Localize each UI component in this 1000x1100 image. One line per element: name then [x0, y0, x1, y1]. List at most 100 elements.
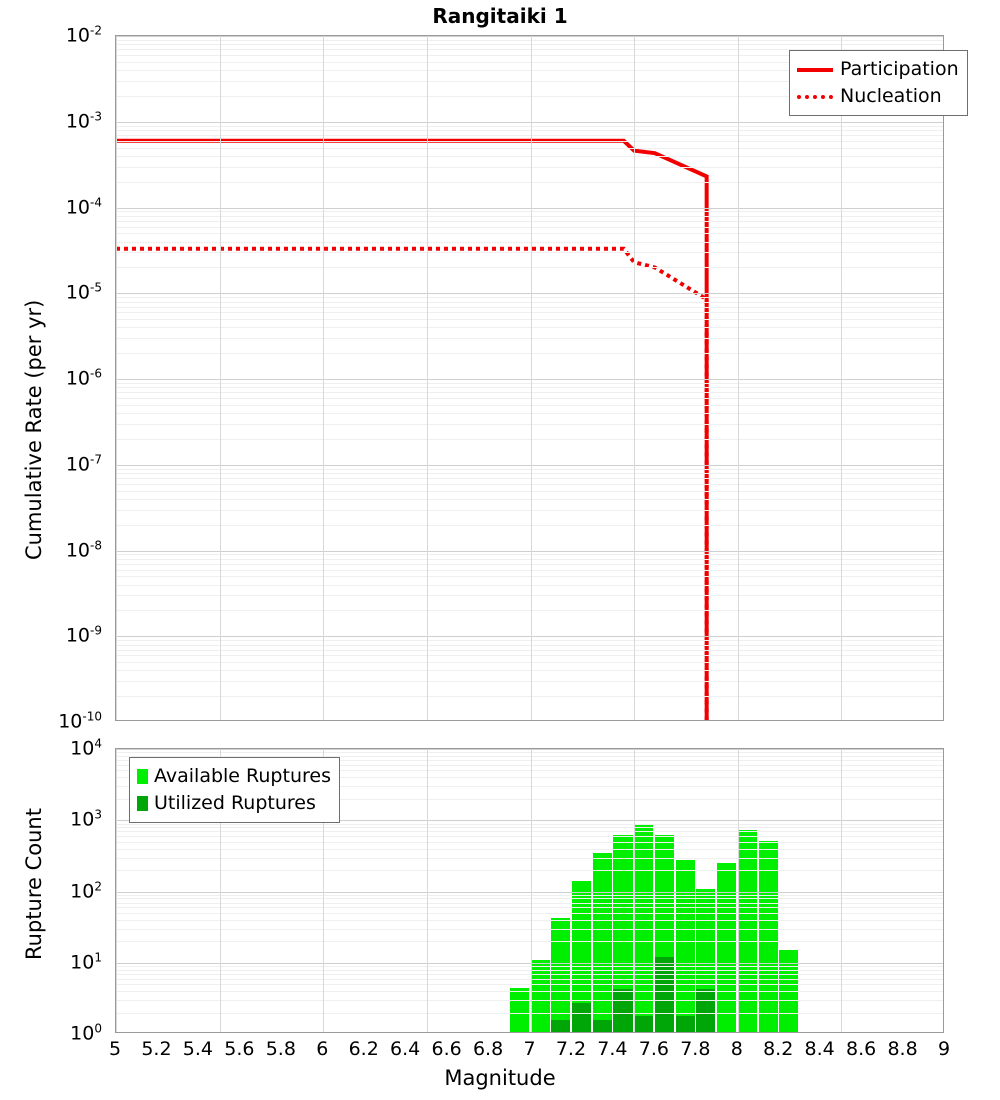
gridline-vertical — [634, 749, 635, 1032]
gridline-minor — [116, 182, 943, 183]
gridline-minor — [116, 439, 943, 440]
gridline-minor — [116, 576, 943, 577]
top-panel-legend: Participation Nucleation — [789, 50, 968, 116]
ytick-label: 10-2 — [65, 23, 102, 47]
gridline-minor — [116, 221, 943, 222]
gridline-vertical — [841, 749, 842, 1032]
gridline-minor — [116, 984, 943, 985]
gridline-minor — [116, 392, 943, 393]
gridline-minor — [116, 141, 943, 142]
gridline-minor — [116, 941, 943, 942]
gridline-minor — [116, 302, 943, 303]
utilized-ruptures-swatch-icon — [137, 796, 148, 811]
gridline-vertical — [116, 749, 117, 1032]
ytick-label: 100 — [70, 1021, 102, 1045]
gridline-minor — [116, 799, 943, 800]
gridline-minor — [116, 765, 943, 766]
bottom-panel-legend: Available Ruptures Utilized Ruptures — [129, 757, 340, 823]
gridline — [116, 892, 943, 893]
gridline-minor — [116, 44, 943, 45]
gridline-vertical — [220, 36, 221, 720]
gridline-minor — [116, 70, 943, 71]
gridline-minor — [116, 836, 943, 837]
ytick-label: 10-9 — [65, 623, 102, 647]
gridline-vertical — [531, 749, 532, 1032]
gridline-minor — [116, 756, 943, 757]
gridline-vertical — [531, 36, 532, 720]
xtick-label: 5.8 — [265, 1038, 296, 1060]
ytick-label: 10-4 — [65, 194, 102, 219]
gridline-minor — [116, 307, 943, 308]
gridline — [116, 820, 943, 821]
bar-utilized-ruptures — [551, 1019, 571, 1032]
x-axis-label: Magnitude — [444, 1066, 556, 1090]
bar-available-ruptures — [592, 852, 612, 1032]
xtick-label: 7.6 — [638, 1038, 669, 1060]
xtick-label: 6 — [316, 1038, 329, 1060]
xtick-label: 5 — [108, 1038, 122, 1060]
legend-label-utilized-ruptures: Utilized Ruptures — [154, 792, 316, 814]
bar-utilized-ruptures — [592, 1019, 612, 1032]
gridline-minor — [116, 849, 943, 850]
gridline-minor — [116, 570, 943, 571]
gridline-minor — [116, 327, 943, 328]
gridline-minor — [116, 760, 943, 761]
top-panel-ylabel: Cumulative Rate (per yr) — [22, 299, 46, 560]
xtick-label: 6.4 — [390, 1038, 421, 1060]
gridline-minor — [116, 156, 943, 157]
gridline-minor — [116, 913, 943, 914]
bar-available-ruptures — [551, 917, 571, 1032]
gridline-vertical — [841, 36, 842, 720]
gridline-minor — [116, 405, 943, 406]
gridline-minor — [116, 383, 943, 384]
gridline — [116, 551, 943, 552]
top-panel-ytick-labels: 10-2 10-3 10-4 10-5 10-6 10-7 10-8 10-9 10-10 — [0, 23, 110, 732]
xtick-label: 5.2 — [141, 1038, 172, 1060]
xtick-label: 7.4 — [597, 1038, 628, 1060]
participation-line-icon — [797, 67, 833, 72]
gridline-minor — [116, 126, 943, 127]
ytick-label: 104 — [70, 736, 102, 760]
gridline-minor — [116, 353, 943, 354]
gridline-minor — [116, 827, 943, 828]
gridline-minor — [116, 55, 943, 56]
gridline-minor — [116, 130, 943, 131]
bar-utilized-ruptures — [634, 1015, 654, 1032]
gridline-minor — [116, 319, 943, 320]
bottom-panel-ylabel: Rupture Count — [22, 808, 46, 960]
gridline-minor — [116, 831, 943, 832]
xtick-label: 6.2 — [348, 1038, 379, 1060]
gridline-minor — [116, 559, 943, 560]
gridline-minor — [116, 211, 943, 212]
gridline-minor — [116, 898, 943, 899]
gridline-minor — [116, 499, 943, 500]
xtick-label: 6.6 — [431, 1038, 462, 1060]
gridline-vertical — [323, 36, 324, 720]
bar-available-ruptures — [737, 829, 757, 1032]
legend-label-available-ruptures: Available Ruptures — [154, 765, 331, 787]
gridline-minor — [116, 966, 943, 967]
gridline-minor — [116, 777, 943, 778]
gridline-minor — [116, 920, 943, 921]
gridline-minor — [116, 525, 943, 526]
gridline-minor — [116, 478, 943, 479]
gridline-minor — [116, 297, 943, 298]
bar-utilized-ruptures — [572, 1003, 592, 1032]
gridline-minor — [116, 510, 943, 511]
xtick-label: 8 — [730, 1038, 743, 1060]
gridline-minor — [116, 491, 943, 492]
xtick-label: 8.4 — [804, 1038, 835, 1060]
gridline-minor — [116, 662, 943, 663]
xtick-label: 8.6 — [845, 1038, 877, 1060]
legend-item-participation: Participation — [797, 56, 959, 83]
top-panel-plot-area — [115, 35, 944, 721]
gridline-minor — [116, 564, 943, 565]
gridline-minor — [116, 752, 943, 753]
gridline-minor — [116, 469, 943, 470]
gridline-minor — [116, 338, 943, 339]
gridline — [116, 465, 943, 466]
bar-available-ruptures — [675, 859, 695, 1032]
gridline-minor — [116, 424, 943, 425]
gridline-minor — [116, 554, 943, 555]
